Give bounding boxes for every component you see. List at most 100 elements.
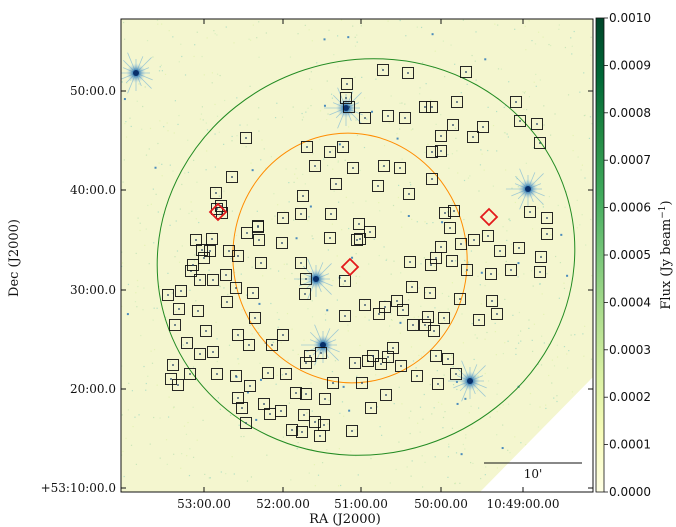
source-dot [305, 362, 307, 364]
source-square [244, 380, 256, 392]
source-dot [387, 115, 389, 117]
source-square [397, 304, 409, 316]
source-dot [170, 378, 172, 380]
source-square [430, 252, 442, 264]
source-square [432, 378, 444, 390]
source-dot [302, 195, 304, 197]
source-square [367, 350, 379, 362]
source-dot [199, 279, 201, 281]
source-square [444, 222, 456, 234]
colorbar-tick-label: 0.0000 [609, 485, 651, 499]
x-tick-label: 52:00.00 [256, 497, 310, 511]
source-dot [172, 364, 174, 366]
source-square [430, 350, 442, 362]
source-dot [451, 260, 453, 262]
source-dot [529, 211, 531, 213]
source-square [482, 230, 494, 242]
y-tick-label: +53:10:00.0 [41, 481, 116, 495]
source-dot [282, 334, 284, 336]
source-square [541, 212, 553, 224]
source-square [339, 310, 351, 322]
source-square [447, 119, 459, 131]
source-dot [254, 317, 256, 319]
source-dot [167, 294, 169, 296]
source-square [296, 426, 308, 438]
source-dot [205, 330, 207, 332]
source-dot [237, 255, 239, 257]
source-square [365, 402, 377, 414]
source-square [343, 101, 355, 113]
colorbar-tick-label: 0.0001 [609, 438, 651, 452]
source-square [173, 303, 185, 315]
source-dot [271, 344, 273, 346]
source-dot [304, 293, 306, 295]
source-square [448, 205, 460, 217]
source-square [340, 92, 352, 104]
source-square [226, 171, 238, 183]
bright-source [448, 360, 487, 402]
source-square [510, 96, 522, 108]
x-axis-label: RA (J2000) [309, 512, 381, 527]
bright-source [506, 168, 545, 210]
source-square [210, 187, 222, 199]
source-dot [231, 176, 233, 178]
source-dot [382, 69, 384, 71]
source-square [424, 287, 436, 299]
source-square [300, 273, 312, 285]
source-dot [245, 137, 247, 139]
outer-ellipse [156, 58, 576, 456]
source-square [324, 146, 336, 158]
source-square [253, 234, 265, 246]
source-square [162, 289, 174, 301]
source-square [185, 265, 197, 277]
source-square [426, 146, 438, 158]
source-dot [490, 273, 492, 275]
source-square [290, 387, 302, 399]
source-dot [453, 210, 455, 212]
source-dot [430, 264, 432, 266]
colorbar-tick-label: 0.0005 [609, 248, 651, 262]
source-dot [309, 355, 311, 357]
source-square [411, 370, 423, 382]
bright-source [294, 258, 333, 300]
x-tick-label: 50:00.00 [414, 497, 468, 511]
source-dot [460, 243, 462, 245]
source-square [454, 293, 466, 305]
source-square [426, 173, 438, 185]
source-dot [452, 124, 454, 126]
source-square [220, 269, 232, 281]
source-square [379, 301, 391, 313]
colorbar-tick-label: 0.0003 [609, 343, 651, 357]
source-square [354, 233, 366, 245]
source-dot [295, 392, 297, 394]
source-square [264, 408, 276, 420]
source-square [514, 115, 526, 127]
source-dot [306, 146, 308, 148]
source-square [204, 245, 216, 257]
source-square [243, 339, 255, 351]
source-square [327, 377, 339, 389]
source-square [172, 379, 184, 391]
source-square [477, 121, 489, 133]
source-dot [437, 383, 439, 385]
source-dot [370, 407, 372, 409]
source-dot [487, 235, 489, 237]
source-dot [300, 262, 302, 264]
source-dot [536, 123, 538, 125]
source-dot [199, 353, 201, 355]
source-dot [359, 238, 361, 240]
source-dot [245, 422, 247, 424]
source-dot [203, 257, 205, 259]
source-dot [342, 146, 344, 148]
source-square [339, 275, 351, 287]
source-square [346, 425, 358, 437]
source-square [394, 162, 406, 174]
source-dot [249, 385, 251, 387]
source-dot [478, 319, 480, 321]
source-dot [314, 421, 316, 423]
source-dot [225, 274, 227, 276]
y-tick-label: 50:00.0 [70, 84, 116, 98]
source-dot [348, 106, 350, 108]
source-dot [519, 120, 521, 122]
source-dot [456, 101, 458, 103]
